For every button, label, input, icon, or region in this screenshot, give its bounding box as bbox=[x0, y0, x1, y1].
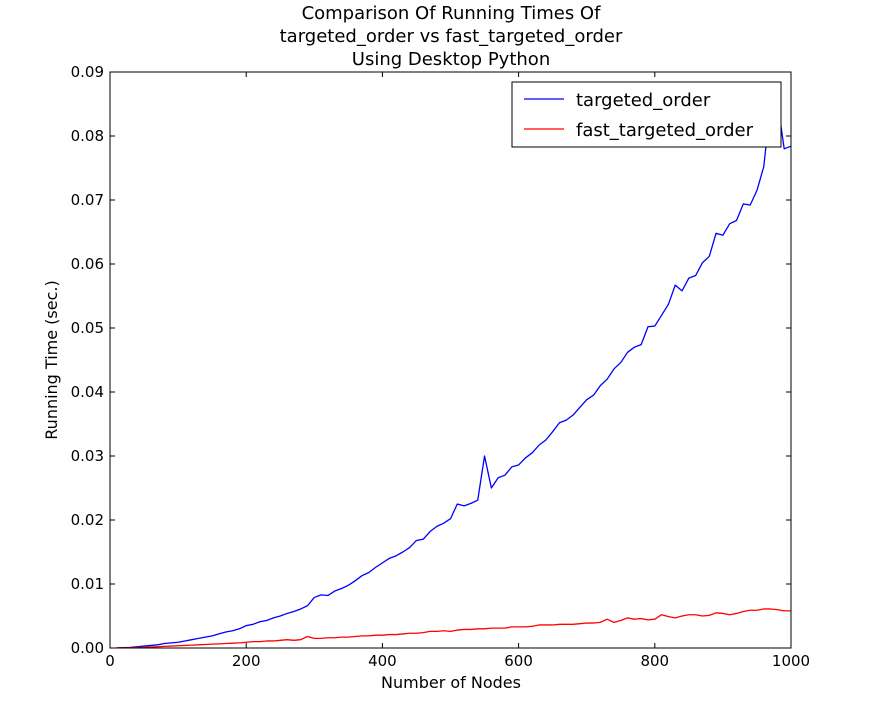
y-tick-label: 0.00 bbox=[71, 639, 104, 657]
y-tick-label: 0.04 bbox=[71, 383, 104, 401]
y-tick-label: 0.07 bbox=[71, 191, 104, 209]
y-tick-label: 0.09 bbox=[71, 63, 104, 81]
legend-label: targeted_order bbox=[576, 90, 711, 111]
legend-label: fast_targeted_order bbox=[576, 120, 754, 141]
y-tick-label: 0.01 bbox=[71, 575, 104, 593]
y-axis-label: Running Time (sec.) bbox=[42, 280, 61, 439]
series-line-targeted-order bbox=[116, 100, 791, 648]
chart-title-line-2: targeted_order vs fast_targeted_order bbox=[280, 26, 623, 47]
x-tick-label: 200 bbox=[232, 652, 261, 670]
plot-frame bbox=[109, 71, 792, 649]
x-tick-label: 1000 bbox=[772, 652, 810, 670]
chart-title-line-1: Comparison Of Running Times Of bbox=[302, 3, 602, 24]
legend-box bbox=[511, 81, 782, 148]
x-axis-label: Number of Nodes bbox=[381, 673, 521, 692]
y-tick-label: 0.08 bbox=[71, 127, 104, 145]
chart-title: Comparison Of Running Times Of targeted_… bbox=[280, 3, 623, 70]
legend: targeted_order fast_targeted_order bbox=[511, 81, 782, 148]
x-tick-label: 600 bbox=[504, 652, 533, 670]
chart-title-line-3: Using Desktop Python bbox=[352, 49, 550, 70]
x-tick-label: 400 bbox=[368, 652, 397, 670]
plot-area bbox=[116, 100, 791, 648]
y-tick-label: 0.06 bbox=[71, 255, 104, 273]
x-tick-label: 800 bbox=[640, 652, 669, 670]
axes: 0 200 400 600 800 1000 0.00 0.01 0.02 0.03 0.04 0.0… bbox=[71, 63, 811, 670]
series-line-fast-targeted-order bbox=[116, 608, 791, 648]
y-tick-label: 0.03 bbox=[71, 447, 104, 465]
y-tick-label: 0.02 bbox=[71, 511, 104, 529]
y-tick-label: 0.05 bbox=[71, 319, 104, 337]
x-tick-label: 0 bbox=[105, 652, 115, 670]
